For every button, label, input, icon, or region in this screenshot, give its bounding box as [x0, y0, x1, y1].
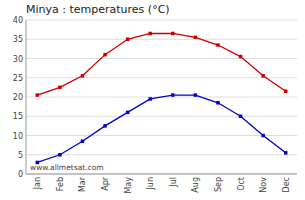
point [194, 36, 198, 40]
y-tick-label: 40 [13, 16, 23, 25]
y-tick-label: 5 [18, 151, 23, 160]
x-tick-label: Jun [146, 177, 155, 191]
point [36, 93, 40, 97]
grid-line [26, 39, 297, 40]
grid-line [26, 116, 297, 117]
point [58, 153, 62, 157]
grid-line [26, 135, 297, 136]
y-tick-label: 15 [13, 112, 23, 121]
x-axis [26, 174, 297, 175]
point [171, 32, 175, 35]
point [284, 151, 288, 155]
grid-line [26, 174, 297, 175]
point [148, 97, 152, 101]
point [103, 124, 107, 128]
point [194, 93, 198, 97]
point [58, 86, 62, 90]
x-tick-label: Dec [282, 177, 291, 192]
y-tick-label: 0 [18, 170, 23, 179]
series-line [37, 95, 285, 162]
annotation: www.allmetsat.com [30, 163, 104, 172]
y-tick-label: 25 [13, 74, 23, 83]
x-tick-label: Nov [259, 177, 268, 193]
grid-line [26, 77, 297, 78]
point [239, 115, 243, 119]
title: Minya : temperatures (°C) [26, 3, 170, 16]
x-tick-label: Sep [214, 177, 223, 192]
point [103, 53, 107, 57]
chart: Minya : temperatures (°C) 0 5 10 15 20 25 30 35 4… [0, 0, 305, 200]
grid-line [26, 58, 297, 59]
y-tick-label: 20 [13, 93, 23, 102]
point [81, 140, 85, 144]
point [126, 111, 130, 115]
point [148, 32, 152, 35]
x-tick-label: Mar [78, 176, 87, 192]
point [216, 101, 220, 105]
point [261, 134, 265, 138]
x-tick-label: Oct [237, 177, 246, 191]
point [171, 93, 175, 97]
point [81, 74, 85, 78]
x-tick-label: May [124, 177, 133, 194]
x-tick-label: Feb [56, 177, 65, 191]
point [216, 43, 220, 47]
plot-area [36, 32, 288, 164]
grid-line [26, 154, 297, 155]
x-tick-label: Jul [169, 177, 178, 188]
x-tick-label: Aug [191, 177, 200, 193]
y-tick-label: 35 [13, 35, 23, 44]
point [284, 89, 288, 93]
y-tick-label: 10 [13, 132, 23, 141]
y-axis [26, 20, 27, 174]
point [239, 55, 243, 59]
x-tick-label: Apr [101, 176, 110, 191]
y-tick-label: 30 [13, 55, 23, 64]
x-tick-label: Jan [33, 177, 42, 190]
series-line [37, 33, 285, 95]
grid-line [26, 20, 297, 21]
point [261, 74, 265, 78]
point [126, 38, 130, 42]
